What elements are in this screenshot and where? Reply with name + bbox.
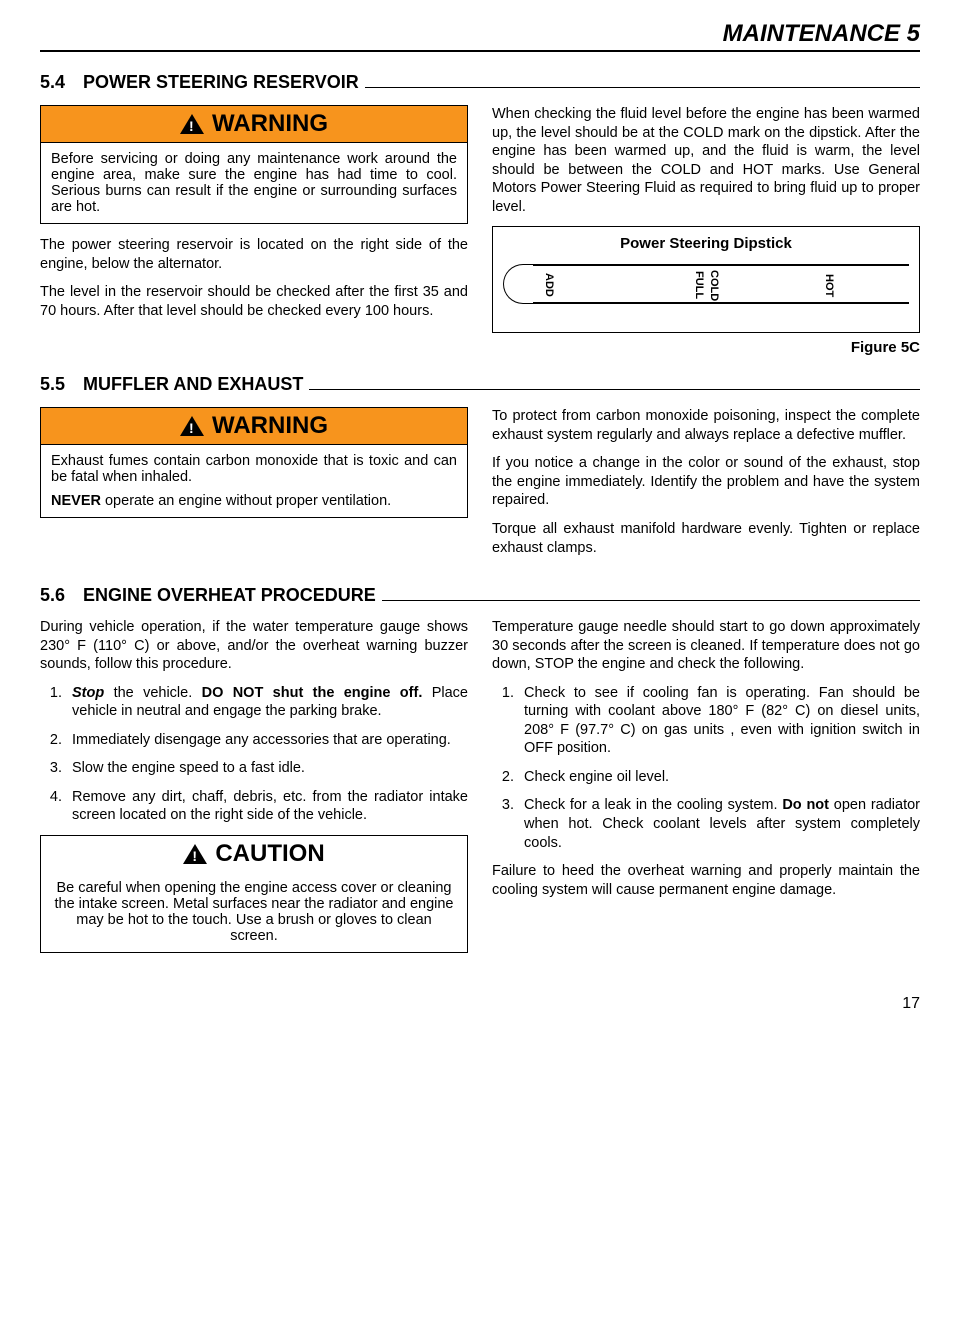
step-text: Check for a leak in the cooling system. (524, 797, 782, 813)
figure-caption: Figure 5C (492, 339, 920, 356)
list-item: Slow the engine speed to a fast idle. (66, 759, 468, 778)
warning-label: WARNING (212, 412, 328, 440)
caution-header: CAUTION (41, 836, 467, 872)
title-underline (365, 87, 920, 88)
warning-body: Before servicing or doing any maintenanc… (41, 143, 467, 223)
body-text: During vehicle operation, if the water t… (40, 618, 468, 674)
dipstick-title: Power Steering Dipstick (503, 235, 909, 252)
page-number: 17 (40, 995, 920, 1013)
section-5-5-title: 5.5 MUFFLER AND EXHAUST (40, 374, 920, 395)
caution-body: Be careful when opening the engine acces… (41, 872, 467, 952)
warning-header: WARNING (41, 106, 467, 143)
warning-text: NEVER operate an engine without proper v… (51, 493, 457, 509)
section-5-6-title: 5.6 ENGINE OVERHEAT PROCEDURE (40, 585, 920, 606)
caution-label: CAUTION (215, 840, 324, 868)
list-item: Check to see if cooling fan is operating… (518, 684, 920, 758)
section-number: 5.5 (40, 374, 65, 395)
section-text: MUFFLER AND EXHAUST (83, 374, 303, 395)
list-item: Check for a leak in the cooling system. … (518, 796, 920, 852)
body-text: Failure to heed the overheat warning and… (492, 862, 920, 899)
warning-triangle-icon (183, 844, 207, 864)
procedure-list-right: Check to see if cooling fan is operating… (492, 684, 920, 852)
never-emphasis: NEVER (51, 493, 101, 509)
body-text: If you notice a change in the color or s… (492, 454, 920, 510)
warning-box-5-4: WARNING Before servicing or doing any ma… (40, 105, 468, 224)
warning-body: Exhaust fumes contain carbon monoxide th… (41, 445, 467, 517)
caution-text: Be careful when opening the engine acces… (51, 880, 457, 944)
title-underline (382, 600, 920, 601)
body-text: The level in the reservoir should be che… (40, 283, 468, 320)
donot-emphasis: DO NOT shut the engine off. (202, 685, 423, 701)
caution-box: CAUTION Be careful when opening the engi… (40, 835, 468, 953)
section-number: 5.4 (40, 72, 65, 93)
warning-header: WARNING (41, 408, 467, 445)
dipstick-full-label: FULL (693, 270, 704, 300)
body-text: When checking the fluid level before the… (492, 105, 920, 216)
title-underline (309, 389, 920, 390)
dipstick-add-label: ADD (543, 270, 554, 300)
warning-triangle-icon (180, 416, 204, 436)
body-text: Torque all exhaust manifold hardware eve… (492, 520, 920, 557)
section-text: POWER STEERING RESERVOIR (83, 72, 359, 93)
list-item: Check engine oil level. (518, 768, 920, 787)
warning-text: Exhaust fumes contain carbon monoxide th… (51, 453, 457, 485)
list-item: Stop the vehicle. DO NOT shut the engine… (66, 684, 468, 721)
stop-emphasis: Stop (72, 685, 104, 701)
body-text: The power steering reservoir is located … (40, 236, 468, 273)
page-header: MAINTENANCE 5 (40, 20, 920, 52)
section-5-4-title: 5.4 POWER STEERING RESERVOIR (40, 72, 920, 93)
warning-text-rest: operate an engine without proper ventila… (101, 493, 391, 509)
body-text: To protect from carbon monoxide poisonin… (492, 407, 920, 444)
dipstick-diagram: ADD FULL COLD HOT (503, 258, 909, 308)
warning-triangle-icon (180, 114, 204, 134)
warning-box-5-5: WARNING Exhaust fumes contain carbon mon… (40, 407, 468, 518)
donot-emphasis: Do not (782, 797, 829, 813)
section-number: 5.6 (40, 585, 65, 606)
body-text: Temperature gauge needle should start to… (492, 618, 920, 674)
warning-label: WARNING (212, 110, 328, 138)
list-item: Immediately disengage any accessories th… (66, 731, 468, 750)
dipstick-figure: Power Steering Dipstick ADD FULL COLD HO… (492, 226, 920, 333)
step-text: the vehicle. (104, 685, 201, 701)
section-text: ENGINE OVERHEAT PROCEDURE (83, 585, 376, 606)
procedure-list-left: Stop the vehicle. DO NOT shut the engine… (40, 684, 468, 825)
dipstick-hot-label: HOT (823, 270, 834, 300)
dipstick-cold-label: COLD (708, 270, 719, 300)
warning-text: Before servicing or doing any maintenanc… (51, 151, 457, 215)
list-item: Remove any dirt, chaff, debris, etc. fro… (66, 788, 468, 825)
